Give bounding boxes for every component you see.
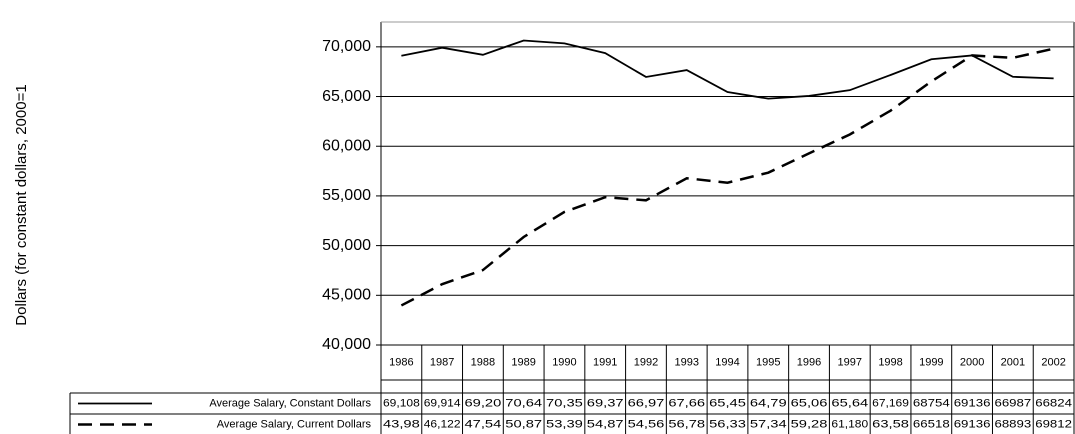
data-label: 47,54: [465, 418, 502, 430]
x-tick-label: 2002: [1041, 356, 1065, 368]
data-label: 66824: [1035, 397, 1072, 409]
data-label: 69,914: [424, 397, 461, 409]
y-tick-label: 40,000: [322, 336, 371, 353]
x-tick-label: 1996: [797, 356, 821, 368]
data-label: 50,87: [505, 418, 542, 430]
data-label: 66,97: [628, 397, 665, 409]
x-tick-label: 1991: [593, 356, 617, 368]
data-label: 66987: [994, 397, 1031, 409]
x-tick-label: 2001: [1001, 356, 1025, 368]
data-label: 67,66: [668, 397, 705, 409]
data-label: 56,78: [668, 418, 705, 430]
x-tick-label: 1992: [634, 356, 658, 368]
x-tick-label: 1987: [430, 356, 454, 368]
data-label: 69812: [1035, 418, 1072, 430]
x-tick-label: 1989: [511, 356, 535, 368]
y-axis-label: Dollars (for constant dollars, 2000=1: [13, 84, 30, 325]
legend-label: Average Salary, Current Dollars: [217, 418, 372, 430]
x-tick-label: 1997: [838, 356, 862, 368]
data-label: 69136: [954, 397, 991, 409]
data-label: 54,87: [587, 418, 624, 430]
y-tick-label: 55,000: [322, 187, 371, 204]
legend-label: Average Salary, Constant Dollars: [209, 397, 371, 409]
y-tick-label: 60,000: [322, 137, 371, 154]
data-label: 46,122: [424, 418, 461, 430]
x-tick-label: 1995: [756, 356, 780, 368]
data-label: 65,45: [709, 397, 746, 409]
x-tick-label: 1988: [471, 356, 495, 368]
data-label: 59,28: [791, 418, 828, 430]
data-label: 63,58: [872, 418, 909, 430]
data-label: 65,64: [831, 397, 868, 409]
data-label: 68893: [994, 418, 1031, 430]
data-label: 70,64: [505, 397, 542, 409]
y-tick-label: 70,000: [322, 38, 371, 55]
y-tick-label: 45,000: [322, 287, 371, 304]
x-tick-label: 1986: [389, 356, 413, 368]
data-line: [400, 47, 1054, 307]
x-tick-label: 2000: [960, 356, 984, 368]
data-label: 54,56: [628, 418, 665, 430]
x-tick-label: 1993: [674, 356, 698, 368]
data-label: 70,35: [546, 397, 583, 409]
x-tick-label: 1999: [919, 356, 943, 368]
data-label: 69,20: [465, 397, 502, 409]
y-tick-label: 65,000: [322, 88, 371, 105]
x-tick-label: 1990: [552, 356, 576, 368]
data-label: 56,33: [709, 418, 746, 430]
data-label: 53,39: [546, 418, 583, 430]
data-label: 69136: [954, 418, 991, 430]
x-tick-label: 1994: [715, 356, 739, 368]
data-label: 69,108: [383, 397, 420, 409]
data-line: [401, 39, 1054, 100]
data-label: 64,79: [750, 397, 787, 409]
data-label: 65,06: [791, 397, 828, 409]
data-label: 66518: [913, 418, 950, 430]
data-label: 67,169: [872, 397, 909, 409]
data-label: 68754: [913, 397, 950, 409]
data-label: 69,37: [587, 397, 624, 409]
data-label: 43,98: [383, 418, 420, 430]
data-label: 57,34: [750, 418, 787, 430]
y-tick-label: 50,000: [322, 237, 371, 254]
x-tick-label: 1998: [878, 356, 902, 368]
data-label: 61,180: [831, 418, 868, 430]
